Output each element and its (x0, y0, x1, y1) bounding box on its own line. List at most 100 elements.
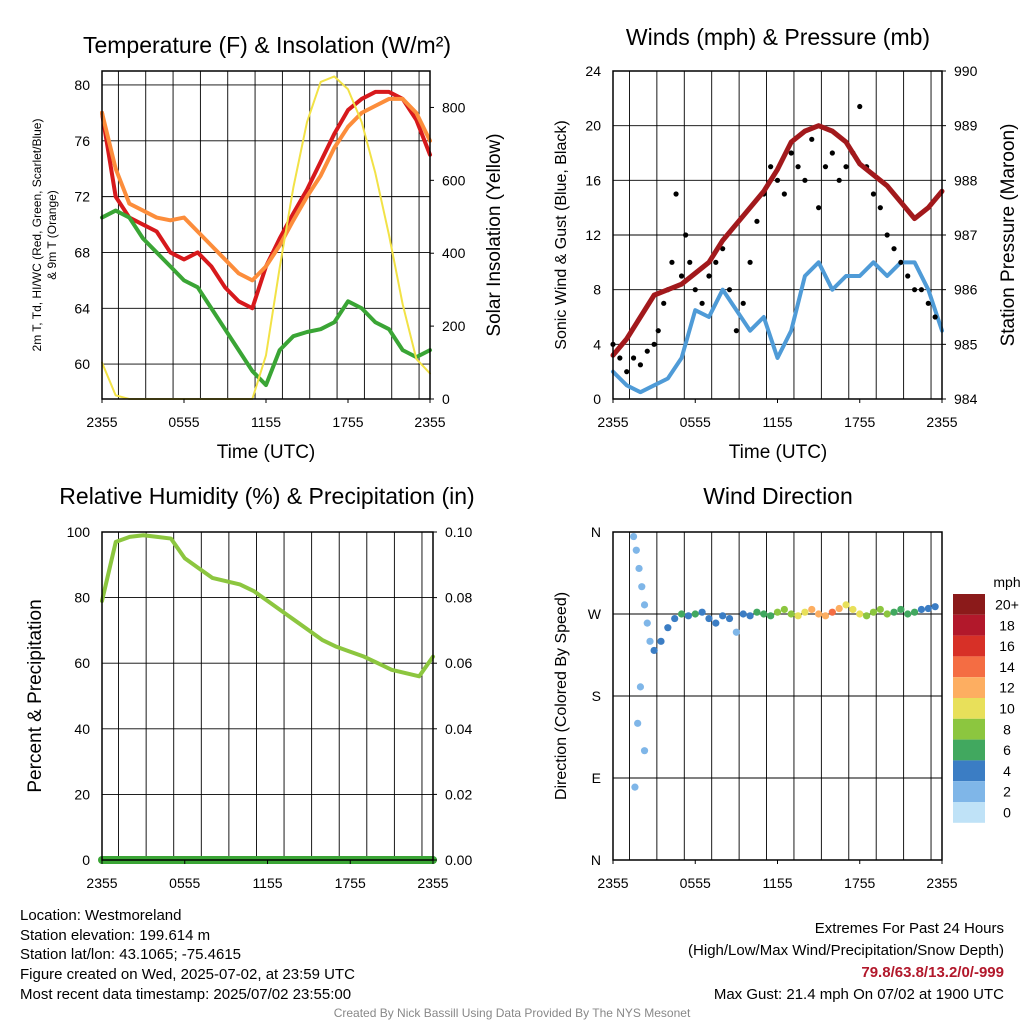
y2-tick-label: 990 (954, 63, 978, 79)
y2-tick-label: 0.06 (445, 655, 472, 671)
humidity-series (98, 533, 437, 864)
dewpoint-line (100, 208, 432, 388)
gust-point (857, 103, 863, 110)
station-location: Location: Westmoreland (20, 907, 182, 924)
gust-point (747, 259, 753, 265)
direction-point (904, 610, 912, 618)
y2-tick-label: 989 (954, 118, 978, 134)
colorbar-label: 4 (1003, 763, 1011, 779)
direction-point (794, 612, 802, 620)
y-tick-label: 72 (74, 189, 90, 205)
direction-point (629, 532, 638, 541)
y2-tick-label: 0.02 (445, 786, 472, 802)
gust-point (630, 355, 637, 361)
gust-point (699, 300, 705, 306)
x-tick-label: 2355 (86, 414, 117, 430)
humidity-line (100, 533, 435, 679)
direction-point (719, 612, 727, 620)
direction-point (835, 604, 843, 613)
temperature-panel: Temperature (F) & Insolation (W/m²) 2355… (30, 32, 505, 463)
gust-point (637, 362, 644, 368)
gust-point (911, 287, 918, 293)
x-tick-label: 0555 (680, 414, 711, 430)
direction-point (634, 719, 642, 727)
colorbar-label: 16 (999, 638, 1015, 654)
y2-tick-label: 0.00 (445, 852, 472, 868)
x-tick-label: 1755 (332, 414, 363, 430)
gust-point (678, 273, 685, 279)
x-tick-label: 2355 (414, 414, 445, 430)
y-tick-label: 60 (74, 655, 90, 671)
x-tick-label: 2355 (86, 875, 117, 891)
gust-point (726, 287, 733, 293)
gust-point (713, 259, 719, 265)
gust-point (706, 273, 712, 279)
winds-title: Winds (mph) & Pressure (mb) (626, 24, 930, 50)
winds-series (610, 103, 945, 395)
y-tick-label: 80 (74, 590, 90, 606)
colorbar-swatch (953, 594, 985, 615)
gust-point (884, 232, 890, 238)
y2-tick-label: 0 (442, 391, 450, 407)
y-tick-label: N (591, 524, 601, 540)
direction-point (638, 583, 646, 591)
colorbar-swatch (953, 718, 985, 740)
direction-point (640, 601, 649, 609)
direction-point (746, 612, 754, 620)
gust-point (733, 328, 739, 334)
y-tick-label: 12 (585, 227, 601, 243)
direction-point (636, 683, 645, 691)
gust-point (918, 287, 925, 293)
gust-point (768, 164, 774, 170)
gust-point (905, 273, 911, 279)
colorbar-swatch (953, 635, 985, 657)
gust-point (788, 150, 794, 156)
y-tick-label: 64 (74, 300, 90, 316)
winds-xlabel: Time (UTC) (729, 442, 828, 463)
y2-tick-label: 0.08 (445, 590, 472, 606)
gust-point (692, 287, 698, 293)
humidity-tick-labels: 2355 0555 1155 1755 2355 0 20 40 60 80 100 0.00 0.02… (67, 524, 473, 891)
colorbar-label: 10 (999, 701, 1015, 717)
colorbar-swatch (953, 802, 985, 823)
humidity-panel: Relative Humidity (%) & Precipitation (i… (25, 483, 475, 891)
y-tick-label: 8 (593, 282, 601, 298)
colorbar-label: 14 (999, 659, 1015, 675)
max-gust: Max Gust: 21.4 mph On 07/02 at 1900 UTC (713, 986, 1004, 1003)
direction-point (698, 608, 706, 616)
winds-ylabel-right: Station Pressure (Maroon) (998, 124, 1019, 347)
gust-point (720, 246, 726, 252)
direction-point (646, 637, 654, 645)
y-tick-label: S (592, 688, 601, 704)
direction-point (924, 604, 932, 613)
gust-point (925, 300, 931, 306)
winds-ylabel: Sonic Wind & Gust (Blue, Black) (553, 120, 570, 349)
direction-point (863, 612, 871, 620)
y-tick-label: W (588, 606, 602, 622)
direction-point (787, 610, 795, 618)
colorbar-label: 6 (1003, 742, 1011, 758)
extremes-box: Extremes For Past 24 Hours (High/Low/Max… (688, 918, 1004, 1006)
direction-point (890, 608, 898, 616)
sonic-wind-line (611, 260, 944, 395)
colorbar-swatch (953, 698, 985, 719)
y-tick-label: 4 (593, 336, 601, 352)
gust-point (932, 314, 938, 320)
y-tick-label: 0 (593, 391, 601, 407)
direction-point (705, 614, 713, 623)
station-latlon: Station lat/lon: 43.1065; -75.4615 (20, 946, 242, 964)
temperature-xlabel: Time (UTC) (217, 442, 316, 463)
direction-point (780, 605, 788, 614)
gust-point (740, 300, 746, 306)
direction-point (635, 564, 643, 573)
gust-point (617, 355, 623, 361)
gust-point (754, 218, 760, 224)
gust-point (661, 300, 667, 306)
temperature-9m-line (100, 96, 432, 283)
x-tick-label: 0555 (168, 414, 199, 430)
colorbar-label: 12 (999, 680, 1015, 696)
x-tick-label: 0555 (169, 875, 200, 891)
y2-tick-label: 800 (442, 99, 466, 115)
gust-point (683, 232, 689, 238)
